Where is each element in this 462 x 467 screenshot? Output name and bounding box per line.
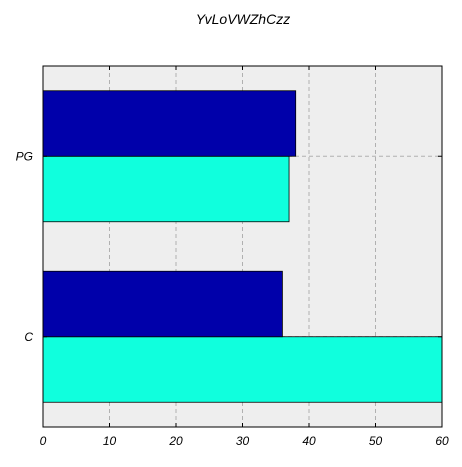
y-tick-label: PG — [16, 149, 33, 163]
x-tick-label: 10 — [103, 434, 117, 448]
x-tick-label: 20 — [168, 434, 183, 448]
bar-pg-series-2 — [42, 90, 297, 157]
x-tick-label: 30 — [236, 434, 250, 448]
bar-c-series-1 — [42, 336, 443, 403]
x-tick-label: 50 — [369, 434, 383, 448]
bar-pg-series-1 — [42, 155, 290, 223]
chart-title: YvLoVWZhCzz — [196, 11, 290, 27]
axes: 0 10 20 30 40 50 60 C PG — [16, 65, 449, 448]
x-tick-label: 0 — [40, 434, 47, 448]
x-tick-label: 40 — [302, 434, 316, 448]
y-tick-label: C — [24, 330, 33, 344]
bar-c-series-2 — [42, 270, 283, 338]
x-tick-label: 60 — [435, 434, 449, 448]
